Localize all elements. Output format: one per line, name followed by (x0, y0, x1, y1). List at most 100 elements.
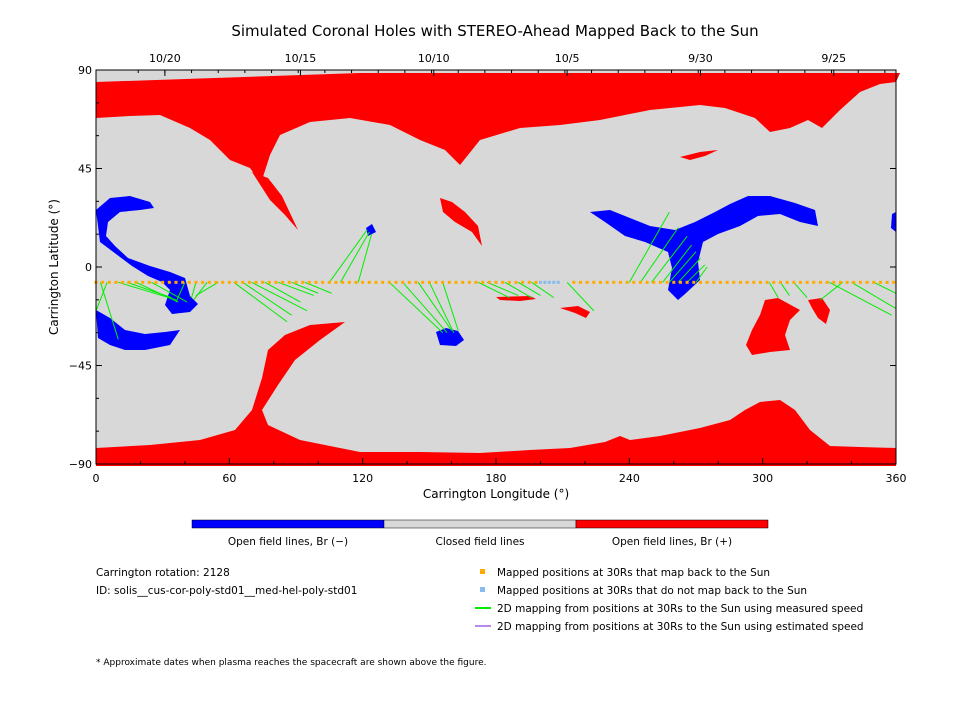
mapping-line-34 (662, 244, 692, 283)
mapped-point-25 (261, 280, 265, 284)
mapping-line-25 (478, 281, 510, 299)
mapped-point-20 (227, 280, 231, 284)
mapped-point-87 (705, 280, 709, 284)
mapped-point-53 (447, 280, 451, 284)
mapped-point-1 (101, 280, 105, 284)
mapped-point-49 (421, 280, 425, 284)
mapping-line-28 (517, 281, 541, 296)
mapped-point-79 (652, 280, 656, 284)
mapped-point-4 (121, 280, 125, 284)
mapped-point-33 (314, 280, 318, 284)
mapped-point-50 (427, 280, 431, 284)
mapping-line-27 (504, 281, 532, 299)
mapped-point-13 (181, 280, 185, 284)
axes: 0 60 120 180 240 300 360 90 45 0 −45 −90 10/20 10/15 1… (69, 52, 907, 485)
mapping-line-30 (566, 281, 595, 312)
mapped-point-61 (501, 280, 505, 284)
top-date-tick-label: 10/5 (555, 52, 580, 65)
x-tick-label: 240 (619, 472, 640, 485)
not-mapped-point-118 (547, 280, 551, 284)
mapped-point-60 (494, 280, 498, 284)
mapped-point-72 (605, 280, 609, 284)
colorbar-label-negative: Open field lines, Br (−) (228, 536, 348, 548)
mapped-point-57 (474, 280, 478, 284)
mapping-line-6 (193, 282, 208, 301)
mapped-point-16 (201, 280, 205, 284)
mapped-point-73 (612, 280, 616, 284)
mapped-point-10 (161, 280, 165, 284)
mapping-line-24 (442, 282, 459, 331)
mapping-line-20 (388, 281, 444, 334)
mapping-line-18 (340, 231, 370, 283)
mapping-line-22 (417, 282, 452, 331)
north-polar-positive-hole (96, 73, 900, 180)
mapped-point-109 (852, 280, 856, 284)
mapping-line-10 (233, 281, 288, 323)
mapped-point-68 (578, 280, 582, 284)
mapped-point-34 (321, 280, 325, 284)
mapped-point-62 (507, 280, 511, 284)
positive-tongue-north-2 (440, 198, 482, 246)
not-mapped-point-120 (556, 280, 560, 284)
mapped-point-21 (234, 280, 238, 284)
mapping-line-12 (251, 281, 308, 312)
footnote: * Approximate dates when plasma reaches … (96, 658, 487, 668)
top-date-tick-label: 10/20 (149, 52, 181, 65)
y-tick-label: −45 (69, 360, 92, 373)
x-tick-label: 0 (93, 472, 100, 485)
colorbar: Open field lines, Br (−) Closed field li… (191, 519, 769, 548)
mapped-point-15 (194, 280, 198, 284)
mapped-point-108 (845, 280, 849, 284)
mapping-line-14 (278, 281, 314, 296)
mapped-point-107 (838, 280, 842, 284)
x-tick-label: 300 (752, 472, 773, 485)
mapped-point-31 (301, 280, 305, 284)
mapped-point-66 (534, 280, 538, 284)
mapped-point-2 (107, 280, 111, 284)
mapping-line-29 (531, 281, 555, 299)
mapped-point-41 (367, 280, 371, 284)
mapping-line-17 (328, 229, 368, 283)
mapped-point-91 (732, 280, 736, 284)
mapped-point-106 (832, 280, 836, 284)
mapped-point-114 (885, 280, 889, 284)
mapped-point-59 (487, 280, 491, 284)
positive-blob-224 (560, 306, 590, 318)
mapped-point-11 (167, 280, 171, 284)
mapped-point-92 (738, 280, 742, 284)
not-mapped-point-119 (552, 280, 556, 284)
mapped-point-5 (127, 280, 131, 284)
mapping-line-39 (768, 282, 779, 298)
mapping-line-3 (151, 281, 188, 303)
mapped-point-44 (387, 280, 391, 284)
mapping-line-2 (135, 281, 179, 303)
mapped-point-38 (347, 280, 351, 284)
mapped-point-110 (858, 280, 862, 284)
mapped-point-112 (872, 280, 876, 284)
mapped-point-103 (812, 280, 816, 284)
mapping-line-38 (695, 266, 708, 283)
mapped-point-99 (785, 280, 789, 284)
y-axis-label: Carrington Latitude (°) (47, 199, 61, 335)
mapping-line-7 (195, 281, 219, 296)
colorbar-positive (575, 519, 769, 529)
y-tick-label: −90 (69, 458, 92, 471)
mapped-point-58 (481, 280, 485, 284)
south-positive-lobe (96, 322, 896, 466)
mapping-line-5 (191, 282, 197, 298)
top-date-tick-label: 9/30 (688, 52, 713, 65)
mapping-line-21 (402, 281, 448, 333)
mapped-point-12 (174, 280, 178, 284)
mapped-point-40 (361, 280, 365, 284)
positive-blob-324 (808, 298, 830, 324)
legend-marker-not-mapped (480, 587, 485, 592)
mapped-point-83 (678, 280, 682, 284)
mapped-point-75 (625, 280, 629, 284)
mapped-point-54 (454, 280, 458, 284)
mapped-point-104 (818, 280, 822, 284)
mapped-point-102 (805, 280, 809, 284)
mapped-point-9 (154, 280, 158, 284)
mapped-point-69 (585, 280, 589, 284)
colorbar-label-closed: Closed field lines (435, 536, 524, 548)
negative-hole-large-right (590, 196, 818, 300)
